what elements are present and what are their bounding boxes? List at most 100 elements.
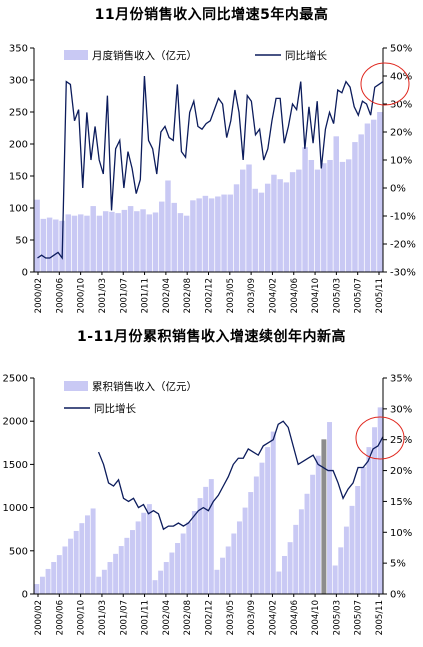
highlight-circle xyxy=(355,416,405,460)
x-tick-label: 2005/07 xyxy=(354,278,364,313)
bar xyxy=(259,462,265,594)
bar xyxy=(71,215,78,272)
bar xyxy=(56,555,62,594)
bar xyxy=(146,214,153,272)
bar xyxy=(332,565,338,594)
bar xyxy=(152,212,159,272)
bar xyxy=(96,215,103,272)
monthly-sales-chart: 0 50 100 150 200 250 300 350 -30% -20% -10% 0% 10% 20… xyxy=(9,44,416,314)
bar xyxy=(208,198,215,272)
growth-line xyxy=(97,420,384,531)
right-tick-label: 0% xyxy=(390,590,406,601)
left-tick-label: 100 xyxy=(9,204,28,215)
bar xyxy=(327,160,333,272)
bar xyxy=(310,474,316,594)
bar xyxy=(169,552,175,594)
x-tick-label: 2000/06 xyxy=(55,600,65,635)
x-tick-label: 2000/02 xyxy=(34,278,44,313)
x-tick-label: 2003/05 xyxy=(226,278,236,313)
bar xyxy=(118,546,124,594)
bar xyxy=(214,569,220,594)
x-tick-label: 2003/09 xyxy=(247,600,257,635)
bar xyxy=(113,553,119,594)
bar xyxy=(159,201,165,272)
bar xyxy=(343,526,349,594)
right-tick-label: 20% xyxy=(390,466,412,477)
bar xyxy=(333,136,339,272)
bar xyxy=(242,507,248,594)
bar xyxy=(146,504,152,594)
bar xyxy=(321,439,327,594)
bar xyxy=(180,533,186,594)
bar xyxy=(190,200,196,272)
bar xyxy=(296,169,302,272)
bar xyxy=(165,180,171,272)
right-tick-label: -20% xyxy=(390,240,416,251)
right-tick-label: 5% xyxy=(390,559,406,570)
bar xyxy=(298,509,304,594)
x-tick-label: 2002/08 xyxy=(183,278,193,313)
bar xyxy=(265,447,271,594)
x-tick-label: 2005/03 xyxy=(332,600,342,635)
x-tick-label: 2000/02 xyxy=(34,600,44,635)
bar xyxy=(271,174,277,272)
left-tick-label: 1000 xyxy=(3,503,28,514)
bar xyxy=(377,407,383,594)
x-tick-label: 2005/11 xyxy=(375,278,385,313)
bar xyxy=(65,214,72,272)
bar xyxy=(152,580,158,594)
bar xyxy=(163,562,169,594)
bar xyxy=(196,198,202,272)
bar xyxy=(140,209,146,272)
bar xyxy=(370,119,377,273)
bar xyxy=(102,211,109,272)
left-tick-label: 0 xyxy=(22,268,28,279)
bar xyxy=(183,215,190,272)
right-tick-label: 20% xyxy=(390,128,412,139)
bar xyxy=(372,427,378,594)
left-tick-label: 2500 xyxy=(3,374,28,385)
x-tick-label: 2002/12 xyxy=(205,600,215,635)
right-tick-label: 50% xyxy=(390,44,412,55)
bar xyxy=(197,498,203,594)
right-tick-label: 30% xyxy=(390,404,412,415)
bar xyxy=(73,530,79,594)
right-tick-label: 10% xyxy=(390,528,412,539)
x-tick-label: 2000/10 xyxy=(77,600,87,635)
right-tick-label: 30% xyxy=(390,100,412,111)
bar xyxy=(191,511,197,594)
bar xyxy=(141,512,147,594)
bar xyxy=(109,211,115,272)
bar xyxy=(215,196,221,272)
bar xyxy=(302,147,308,272)
x-tick-label: 2001/03 xyxy=(98,600,108,635)
bar xyxy=(293,524,299,594)
left-tick-label: 500 xyxy=(9,546,28,557)
bar xyxy=(101,569,107,594)
bar xyxy=(321,163,327,272)
left-tick-label: 300 xyxy=(9,76,28,87)
bar xyxy=(339,161,346,272)
bar xyxy=(107,562,113,594)
x-tick-label: 2004/02 xyxy=(268,278,278,313)
bar xyxy=(364,123,371,273)
right-tick-label: 0% xyxy=(390,184,406,195)
left-tick-label: 150 xyxy=(9,172,28,183)
x-tick-label: 2001/03 xyxy=(98,278,108,313)
bar xyxy=(258,192,265,272)
bar xyxy=(253,476,259,594)
highlight-circle xyxy=(360,62,410,106)
bar xyxy=(252,188,258,272)
bar xyxy=(282,555,287,594)
x-tick-label: 2004/06 xyxy=(290,600,300,635)
bar xyxy=(360,466,366,594)
x-tick-label: 2004/06 xyxy=(290,278,300,313)
x-tick-label: 2002/12 xyxy=(205,278,215,313)
x-tick-label: 2005/03 xyxy=(332,278,342,313)
bar xyxy=(90,508,96,594)
bar xyxy=(186,522,192,594)
bar xyxy=(135,521,141,594)
bar xyxy=(240,169,246,272)
bar xyxy=(177,213,184,272)
